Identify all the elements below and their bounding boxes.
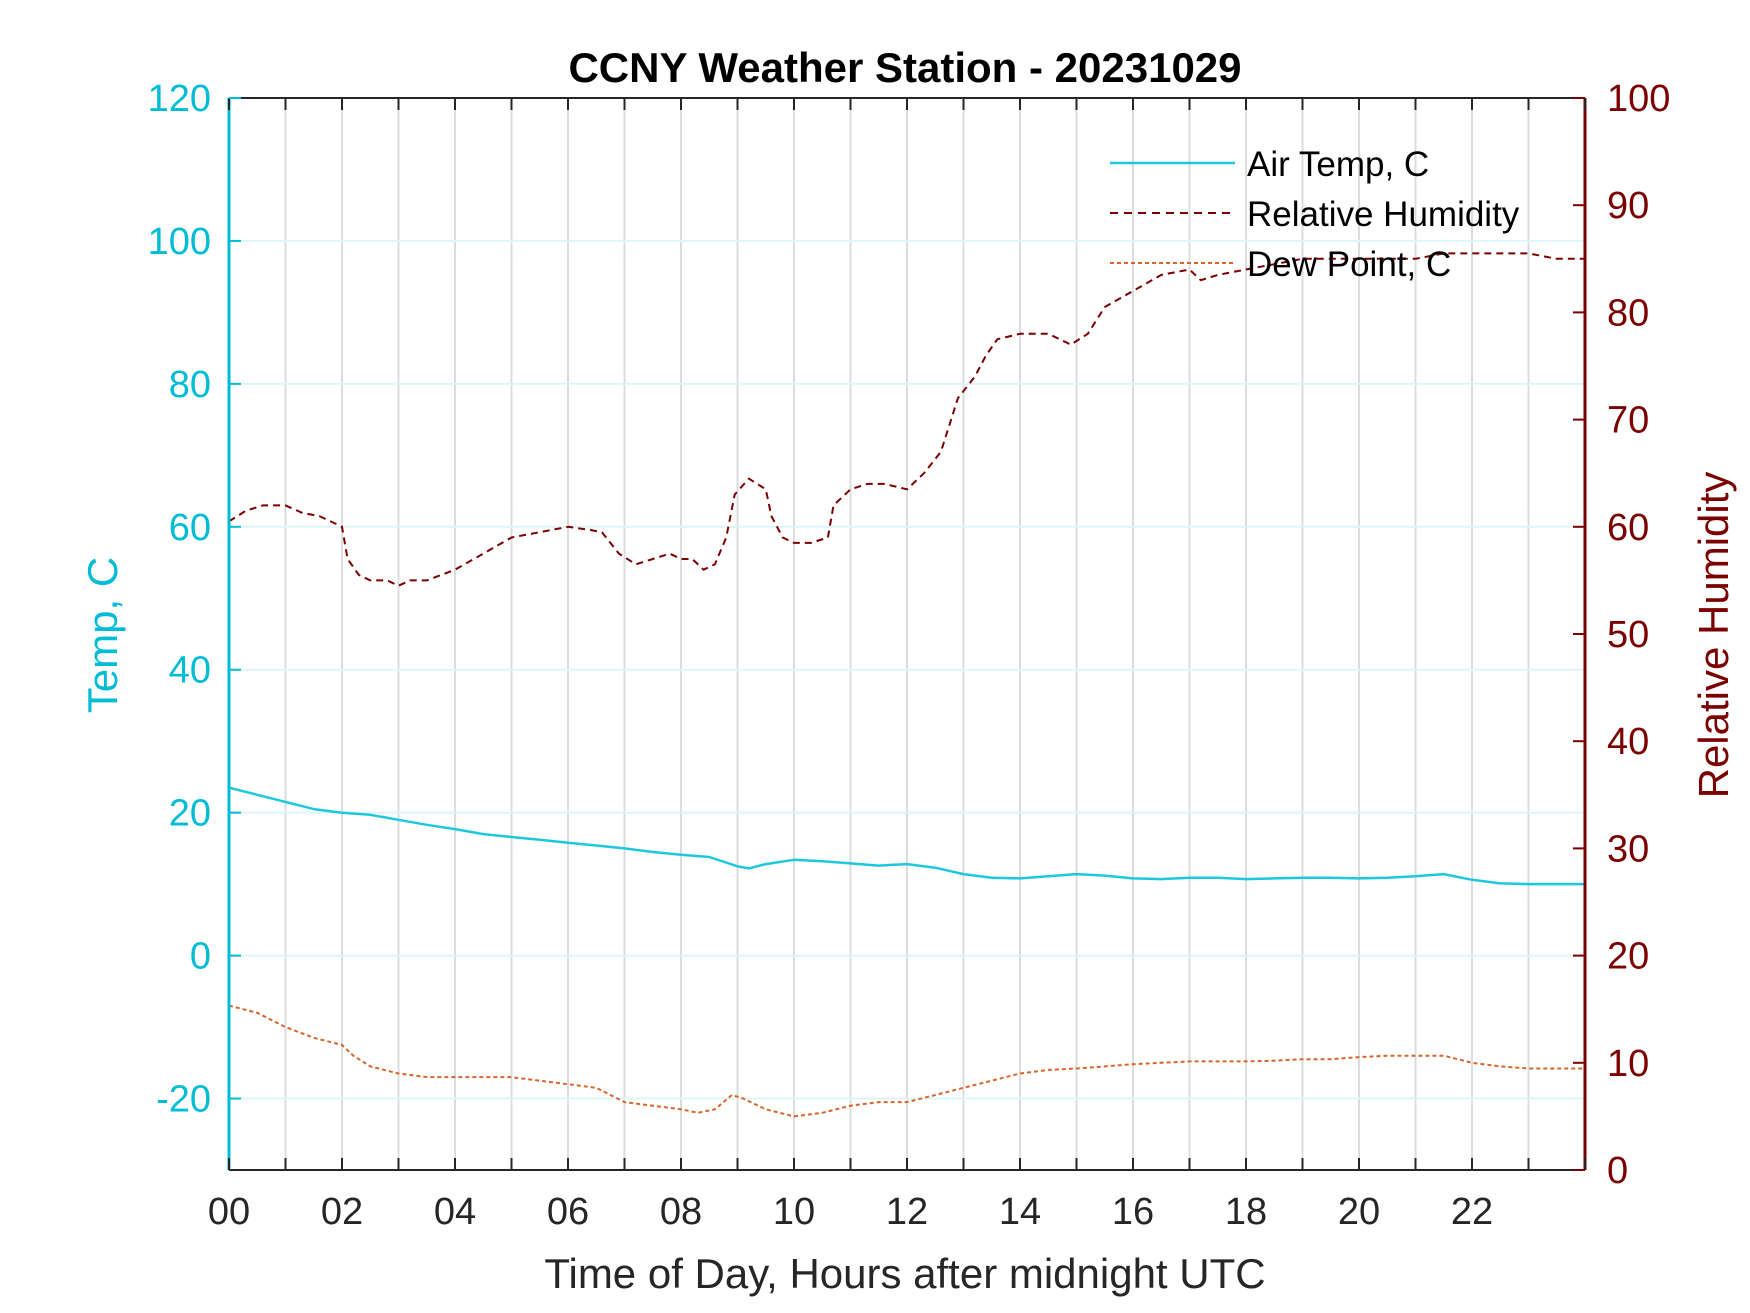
x-tick-label: 18: [1225, 1191, 1267, 1233]
y-tick-label-right: 80: [1607, 292, 1649, 334]
series-line-air-temp: [228, 786, 1585, 886]
y-tick-label-right: 60: [1607, 507, 1649, 549]
x-tick-label: 00: [208, 1191, 250, 1233]
chart-title: CCNY Weather Station - 20231029: [568, 44, 1241, 91]
y-tick-label-right: 70: [1607, 400, 1649, 442]
x-tick-label: 10: [773, 1191, 815, 1233]
x-tick-label: 22: [1451, 1191, 1493, 1233]
axes: [227, 97, 1587, 1171]
y-tick-label-left: 60: [169, 507, 211, 549]
y-axis-label-left: Temp, C: [79, 557, 126, 713]
grid-lines: [229, 98, 1585, 1170]
series-line-humidity: [228, 252, 1585, 587]
y-tick-label-right: 50: [1607, 614, 1649, 656]
legend-label-humidity: Relative Humidity: [1247, 195, 1520, 234]
y-tick-label-right: 90: [1607, 185, 1649, 227]
y-tick-label-left: 120: [148, 78, 211, 120]
x-axis-label: Time of Day, Hours after midnight UTC: [544, 1250, 1265, 1297]
x-tick-label: 08: [660, 1191, 702, 1233]
y-tick-label-left: 0: [190, 936, 211, 978]
y-tick-label-right: 20: [1607, 936, 1649, 978]
x-tick-label: 16: [1112, 1191, 1154, 1233]
x-tick-label: 06: [547, 1191, 589, 1233]
x-tick-label: 20: [1338, 1191, 1380, 1233]
series-line-dew-point: [228, 1004, 1585, 1118]
y-axis-label-right: Relative Humidity: [1690, 472, 1737, 799]
legend: Air Temp, C Relative Humidity Dew Point,…: [1110, 145, 1520, 284]
x-tick-label: 04: [434, 1191, 476, 1233]
y-tick-label-left: 100: [148, 221, 211, 263]
legend-label-air-temp: Air Temp, C: [1247, 145, 1429, 184]
y-tick-label-left: 40: [169, 650, 211, 692]
x-tick-label: 12: [886, 1191, 928, 1233]
y-tick-label-right: 0: [1607, 1150, 1628, 1192]
y-tick-label-right: 100: [1607, 78, 1670, 120]
y-tick-label-right: 10: [1607, 1043, 1649, 1085]
series-lines: [228, 252, 1585, 1118]
legend-label-dew-point: Dew Point, C: [1247, 245, 1451, 284]
tick-labels: 00 02 04 06 08 10 12 14 16 18 20 22-200204060801001…: [148, 78, 1671, 1233]
x-tick-label: 14: [999, 1191, 1041, 1233]
y-tick-label-left: -20: [156, 1079, 211, 1121]
y-tick-label-left: 80: [169, 364, 211, 406]
y-tick-label-right: 40: [1607, 721, 1649, 763]
x-tick-label: 02: [321, 1191, 363, 1233]
y-tick-label-left: 20: [169, 793, 211, 835]
y-tick-label-right: 30: [1607, 828, 1649, 870]
